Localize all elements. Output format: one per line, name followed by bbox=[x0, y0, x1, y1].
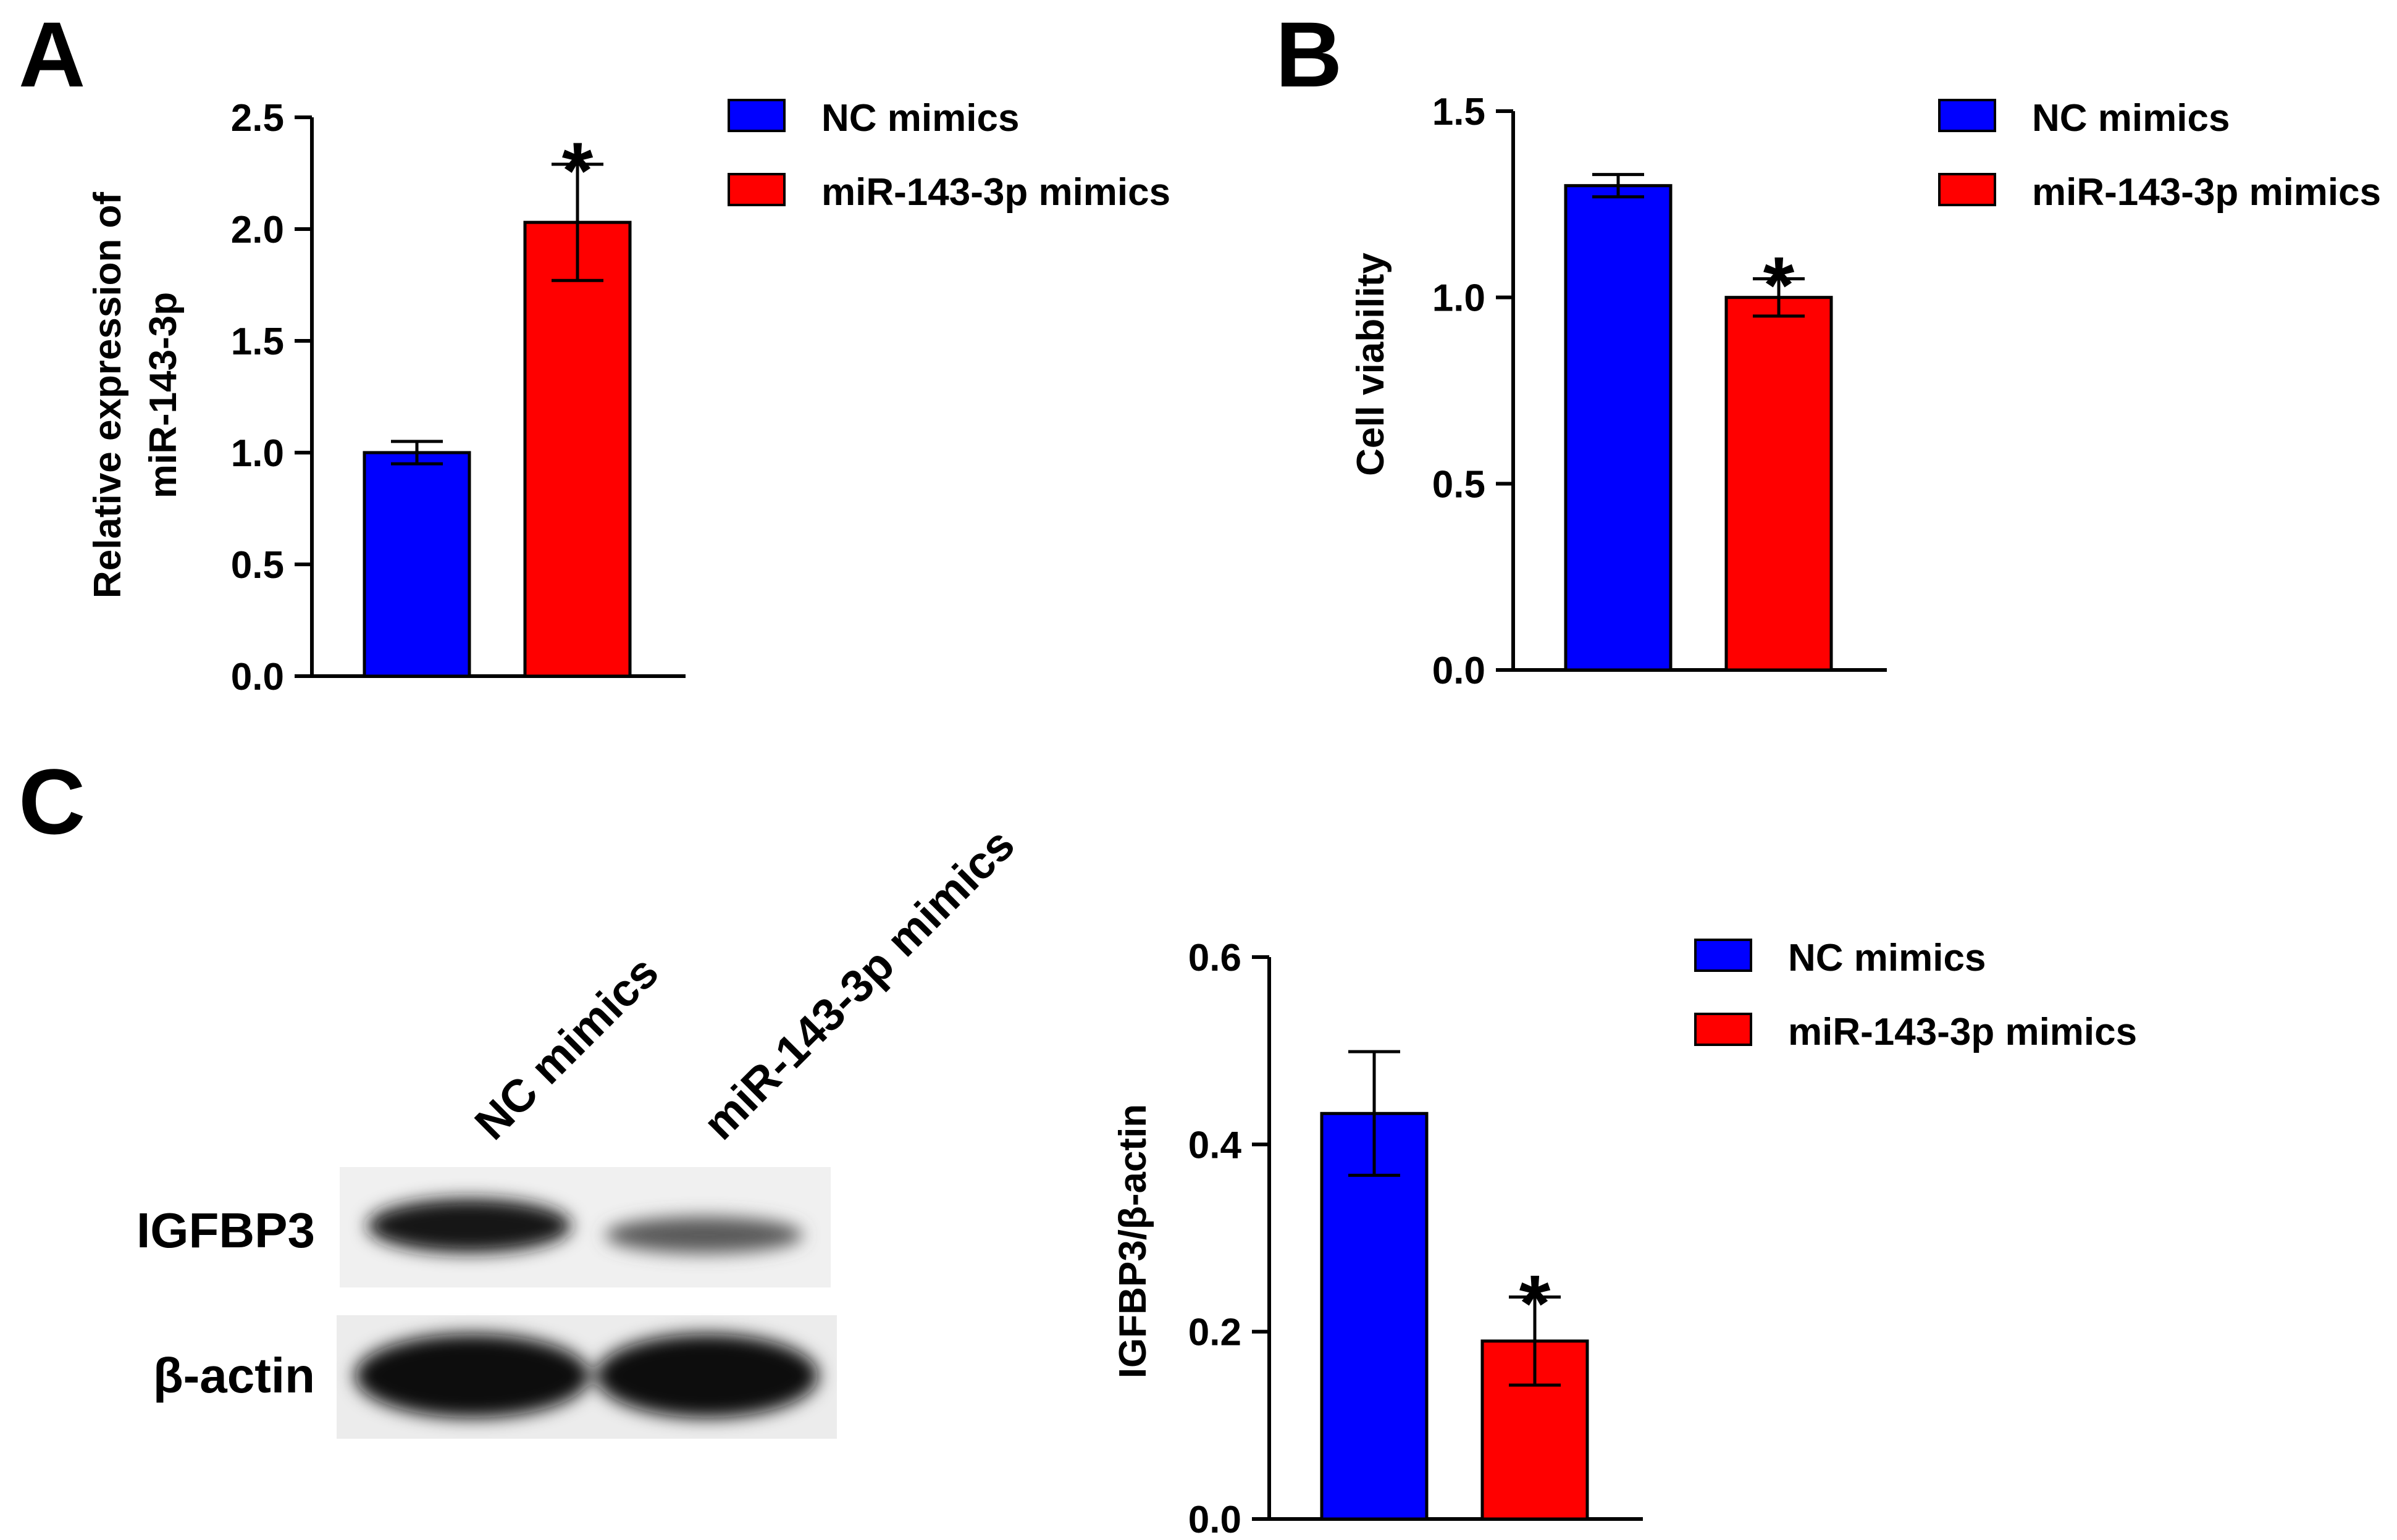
significance-star-b-1: * bbox=[1763, 240, 1795, 330]
y-axis-title-c-0: IGFBP3/β-actin bbox=[1112, 1104, 1154, 1378]
band-actin-nc bbox=[355, 1334, 590, 1418]
legend-label-a-0: NC mimics bbox=[821, 97, 1019, 140]
legend-swatch-a-1 bbox=[728, 173, 786, 206]
y-tick-label-b-3: 1.5 bbox=[1432, 91, 1485, 133]
y-tick-label-b-0: 0.0 bbox=[1432, 650, 1485, 692]
bar-b-1 bbox=[1724, 296, 1833, 672]
legend-label-a-1: miR-143-3p mimics bbox=[821, 171, 1170, 214]
y-axis-title-a-0: Relative expression of bbox=[86, 192, 129, 598]
y-tick-label-a-0: 0.0 bbox=[231, 656, 284, 698]
bar-a-1 bbox=[523, 220, 632, 678]
legend-label-b-1: miR-143-3p mimics bbox=[2032, 171, 2381, 214]
band-igfbp3-nc bbox=[367, 1199, 571, 1253]
legend-label-b-0: NC mimics bbox=[2032, 97, 2230, 140]
y-tick-label-b-2: 1.0 bbox=[1432, 277, 1485, 320]
y-axis-title-b-0: Cell viability bbox=[1350, 253, 1392, 476]
chart-c-igfbp3-ratio: 0.0 0.2 0.4 0.6 IGFBP3/β-actin * NC mimics miR-… bbox=[1112, 937, 2137, 1540]
blot-bands bbox=[355, 1199, 818, 1418]
legend-swatch-c-1 bbox=[1694, 1013, 1752, 1046]
significance-star-a-1: * bbox=[562, 125, 594, 216]
legend-label-c-0: NC mimics bbox=[1788, 937, 1986, 979]
y-tick-label-c-0: 0.0 bbox=[1188, 1499, 1241, 1540]
panel-letter-c: C bbox=[19, 750, 85, 853]
blot-band-label-igfbp3: IGFBP3 bbox=[136, 1203, 315, 1258]
legend-swatch-b-1 bbox=[1938, 173, 1996, 206]
bar-a-0 bbox=[363, 451, 471, 678]
legend-swatch-a-0 bbox=[728, 99, 786, 132]
band-igfbp3-mir bbox=[605, 1216, 803, 1253]
y-tick-label-b-1: 0.5 bbox=[1432, 463, 1485, 506]
blot-lane-label-mir: miR-143-3p mimics bbox=[694, 819, 1025, 1150]
legend-swatch-c-0 bbox=[1694, 939, 1752, 972]
band-actin-mir bbox=[596, 1334, 818, 1418]
bar-c-0 bbox=[1320, 1111, 1429, 1521]
panel-letter-b: B bbox=[1275, 2, 1342, 106]
y-tick-label-a-3: 1.5 bbox=[231, 320, 284, 363]
western-blot: NC mimics miR-143-3p mimics IGFBP3 β-act… bbox=[136, 819, 1024, 1439]
y-tick-label-a-1: 0.5 bbox=[231, 544, 284, 587]
y-tick-label-a-2: 1.0 bbox=[231, 432, 284, 475]
blot-band-label-actin: β-actin bbox=[153, 1348, 315, 1403]
panel-letter-a: A bbox=[19, 2, 85, 106]
y-tick-label-c-1: 0.2 bbox=[1188, 1312, 1241, 1354]
bar-b-0 bbox=[1564, 184, 1673, 672]
y-tick-label-a-4: 2.0 bbox=[231, 209, 284, 251]
y-tick-label-a-5: 2.5 bbox=[231, 97, 284, 140]
blot-lane-label-nc: NC mimics bbox=[465, 946, 668, 1149]
y-tick-label-c-3: 0.6 bbox=[1188, 937, 1241, 979]
significance-star-c-1: * bbox=[1519, 1258, 1551, 1349]
y-axis-title-a-1: miR-143-3p bbox=[142, 292, 185, 498]
y-tick-label-c-2: 0.4 bbox=[1188, 1124, 1242, 1166]
legend-label-c-1: miR-143-3p mimics bbox=[1788, 1011, 2137, 1053]
chart-b-cell-viability: 0.0 0.5 1.0 1.5 Cell viability * NC mimics miR-… bbox=[1350, 91, 2381, 692]
legend-swatch-b-0 bbox=[1938, 99, 1996, 132]
chart-a-relative-expression: 0.0 0.5 1.0 1.5 2.0 2.5 Relative expression of… bbox=[86, 97, 1170, 698]
